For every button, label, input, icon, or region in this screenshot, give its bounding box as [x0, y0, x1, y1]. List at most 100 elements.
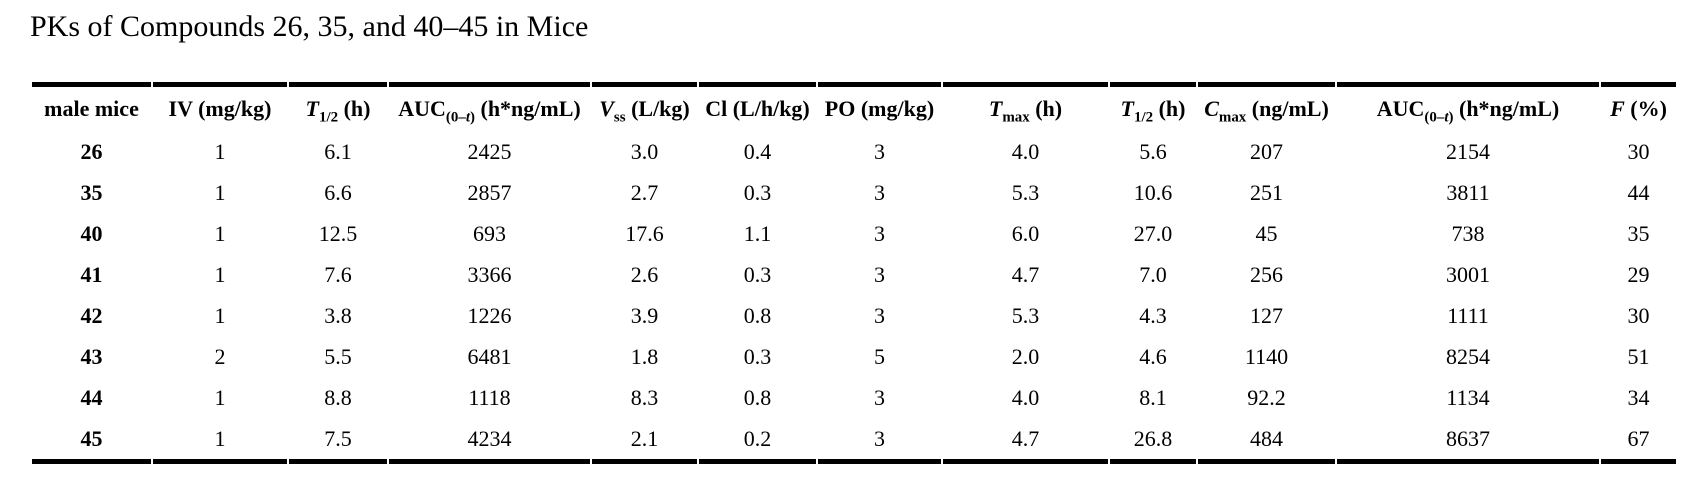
cell-auc-po: 2154	[1446, 138, 1490, 164]
cell-auc-iv: 6481	[467, 343, 512, 369]
cell-auc-iv: 1226	[467, 302, 512, 328]
cell-po-dose: 3	[874, 384, 885, 410]
cell-t-half-po: 10.6	[1133, 179, 1173, 205]
cell-auc-po: 3001	[1446, 261, 1490, 287]
cell-male-mice: 41	[80, 261, 103, 287]
column-header-auc-po: AUC(0–t) (h*ng/mL)	[1337, 82, 1599, 131]
table-row: 40 1 12.5 693 17.6 1.1 3 6.0 27.0 45 738 35	[32, 213, 1676, 254]
cell-cl: 0.4	[743, 138, 772, 164]
cell-cl: 0.3	[743, 343, 772, 369]
cell-cl: 1.1	[743, 220, 772, 246]
cell-auc-po: 738	[1451, 220, 1485, 246]
cell-vss: 3.9	[630, 302, 659, 328]
cell-vss: 2.6	[630, 261, 659, 287]
cell-vss: 1.8	[630, 343, 659, 369]
cell-t-half-iv: 8.8	[324, 384, 352, 410]
cell-cmax: 256	[1250, 261, 1283, 287]
table-row: 44 1 8.8 1118 8.3 0.8 3 4.0 8.1 92.2 1134 34	[32, 377, 1676, 418]
cell-male-mice: 44	[80, 384, 103, 410]
cell-male-mice: 40	[80, 220, 103, 246]
cell-auc-po: 8254	[1446, 343, 1490, 369]
cell-vss: 2.1	[592, 418, 697, 464]
cell-t-half-po: 4.6	[1139, 343, 1167, 369]
cell-t-half-iv: 12.5	[318, 220, 358, 246]
cell-cl: 0.2	[699, 418, 816, 464]
cell-auc-iv: 1118	[468, 384, 511, 410]
cell-t-half-iv: 3.8	[324, 302, 352, 328]
cell-auc-po: 8637	[1337, 418, 1599, 464]
column-header-cmax: Cmax (ng/mL)	[1198, 82, 1335, 131]
column-header-male-mice: male mice	[32, 82, 151, 131]
cell-iv-dose: 1	[214, 138, 226, 164]
cell-f-percent: 35	[1627, 220, 1650, 246]
cell-po-dose: 3	[874, 220, 885, 246]
cell-iv-dose: 1	[153, 418, 287, 464]
cell-cmax: 1140	[1244, 343, 1289, 369]
cell-tmax: 4.7	[1011, 261, 1040, 287]
cell-po-dose: 3	[874, 138, 885, 164]
cell-f-percent: 67	[1601, 418, 1676, 464]
table-title: PKs of Compounds 26, 35, and 40–45 in Mi…	[30, 10, 589, 43]
pk-table: male mice IV (mg/kg) T1/2 (h) AUC(0–t) (h*n…	[30, 82, 1678, 464]
cell-cmax: 484	[1198, 418, 1335, 464]
column-header-f-percent: F (%)	[1601, 82, 1676, 131]
cell-male-mice: 35	[80, 179, 103, 205]
cell-cmax: 127	[1250, 302, 1283, 328]
cell-auc-po: 1111	[1447, 302, 1489, 328]
cell-iv-dose: 1	[214, 220, 226, 246]
cell-f-percent: 34	[1627, 384, 1650, 410]
cell-auc-iv: 4234	[389, 418, 590, 464]
cell-vss: 8.3	[630, 384, 659, 410]
cell-t-half-iv: 5.5	[324, 343, 352, 369]
cell-t-half-po: 7.0	[1139, 261, 1167, 287]
cell-po-dose: 3	[874, 302, 885, 328]
cell-f-percent: 30	[1627, 138, 1650, 164]
cell-cl: 0.3	[743, 179, 772, 205]
column-header-vss: Vss (L/kg)	[592, 82, 697, 131]
table-header-row: male mice IV (mg/kg) T1/2 (h) AUC(0–t) (h*n…	[32, 82, 1676, 131]
table-row: 26 1 6.1 2425 3.0 0.4 3 4.0 5.6 207 2154 30	[32, 131, 1676, 172]
cell-tmax: 6.0	[1011, 220, 1040, 246]
column-header-t-half-iv: T1/2 (h)	[289, 82, 387, 131]
cell-auc-iv: 2425	[467, 138, 512, 164]
table-row: 43 2 5.5 6481 1.8 0.3 5 2.0 4.6 1140 8254 51	[32, 336, 1676, 377]
cell-po-dose: 3	[874, 179, 885, 205]
cell-tmax: 4.7	[943, 418, 1108, 464]
cell-po-dose: 3	[874, 261, 885, 287]
cell-t-half-po: 8.1	[1139, 384, 1167, 410]
column-header-auc-iv: AUC(0–t) (h*ng/mL)	[389, 82, 590, 131]
cell-auc-iv: 2857	[467, 179, 512, 205]
cell-cmax: 92.2	[1247, 384, 1286, 410]
cell-t-half-po: 26.8	[1110, 418, 1196, 464]
cell-f-percent: 30	[1627, 302, 1650, 328]
cell-male-mice: 45	[32, 418, 151, 464]
cell-f-percent: 51	[1627, 343, 1650, 369]
cell-male-mice: 42	[80, 302, 103, 328]
column-header-iv-dose: IV (mg/kg)	[153, 82, 287, 131]
cell-tmax: 5.3	[1011, 302, 1040, 328]
cell-tmax: 5.3	[1011, 179, 1040, 205]
cell-vss: 17.6	[625, 220, 664, 246]
cell-vss: 3.0	[630, 138, 659, 164]
cell-t-half-po: 4.3	[1139, 302, 1167, 328]
cell-t-half-iv: 7.5	[289, 418, 387, 464]
cell-iv-dose: 1	[214, 302, 226, 328]
cell-f-percent: 29	[1627, 261, 1650, 287]
column-header-t-half-po: T1/2 (h)	[1110, 82, 1196, 131]
cell-t-half-iv: 6.6	[324, 179, 352, 205]
cell-iv-dose: 2	[214, 343, 226, 369]
cell-cl: 0.3	[743, 261, 772, 287]
cell-auc-iv: 3366	[467, 261, 512, 287]
cell-auc-po: 1134	[1446, 384, 1490, 410]
cell-tmax: 2.0	[1011, 343, 1040, 369]
cell-cmax: 207	[1250, 138, 1283, 164]
table-row: 45 1 7.5 4234 2.1 0.2 3 4.7 26.8 484 8637 67	[32, 418, 1676, 464]
column-header-tmax: Tmax (h)	[943, 82, 1108, 131]
cell-iv-dose: 1	[214, 261, 226, 287]
cell-po-dose: 3	[818, 418, 941, 464]
cell-auc-iv: 693	[473, 220, 506, 246]
cell-t-half-po: 27.0	[1133, 220, 1173, 246]
column-header-cl: Cl (L/h/kg)	[699, 82, 816, 131]
table-row: 42 1 3.8 1226 3.9 0.8 3 5.3 4.3 127 1111 30	[32, 295, 1676, 336]
cell-po-dose: 5	[874, 343, 885, 369]
